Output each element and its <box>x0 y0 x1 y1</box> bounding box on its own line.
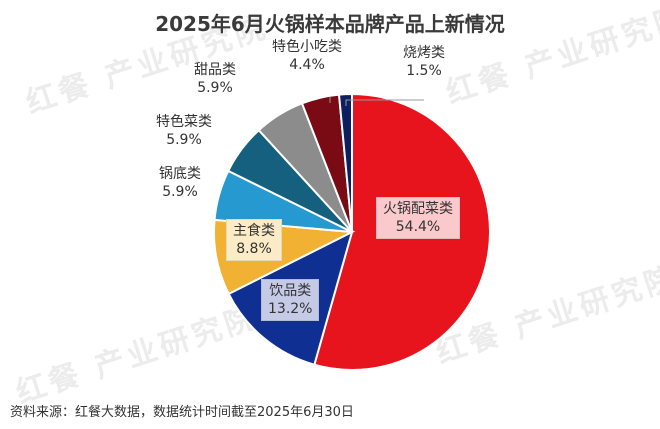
slice-name: 烧烤类 <box>403 45 445 61</box>
slice-label: 锅底类 5.9% <box>159 165 201 201</box>
slice-value: 5.9% <box>162 184 198 200</box>
leader-line <box>345 99 424 106</box>
slice-label: 烧烤类 1.5% <box>403 44 445 80</box>
slice-label: 特色小吃类 4.4% <box>272 38 342 74</box>
slice-value: 1.5% <box>406 63 442 79</box>
pie-slice <box>337 92 353 233</box>
source-note: 资料来源：红餐大数据，数据统计时间截至2025年6月30日 <box>10 405 354 420</box>
slice-label: 甜品类 5.9% <box>194 61 236 97</box>
slice-label: 特色菜类 5.9% <box>156 113 212 149</box>
slice-value: 5.9% <box>166 132 202 148</box>
slice-value: 54.4% <box>395 219 441 235</box>
slice-value: 5.9% <box>197 80 233 96</box>
slice-label: 火锅配菜类 54.4% <box>376 197 460 239</box>
slice-name: 主食类 <box>233 223 275 239</box>
slice-name: 特色小吃类 <box>272 39 342 55</box>
slice-label: 主食类 8.8% <box>226 219 282 261</box>
slice-name: 特色菜类 <box>156 114 212 130</box>
slice-name: 锅底类 <box>159 166 201 182</box>
slice-name: 饮品类 <box>269 283 312 299</box>
slice-name: 甜品类 <box>194 62 236 78</box>
slice-value: 8.8% <box>236 241 272 257</box>
slice-name: 火锅配菜类 <box>383 201 453 217</box>
slice-label: 饮品类 13.2% <box>261 279 320 321</box>
chart-title: 2025年6月火锅样本品牌产品上新情况 <box>155 12 505 36</box>
slice-value: 4.4% <box>289 57 325 73</box>
slice-value: 13.2% <box>268 301 313 317</box>
